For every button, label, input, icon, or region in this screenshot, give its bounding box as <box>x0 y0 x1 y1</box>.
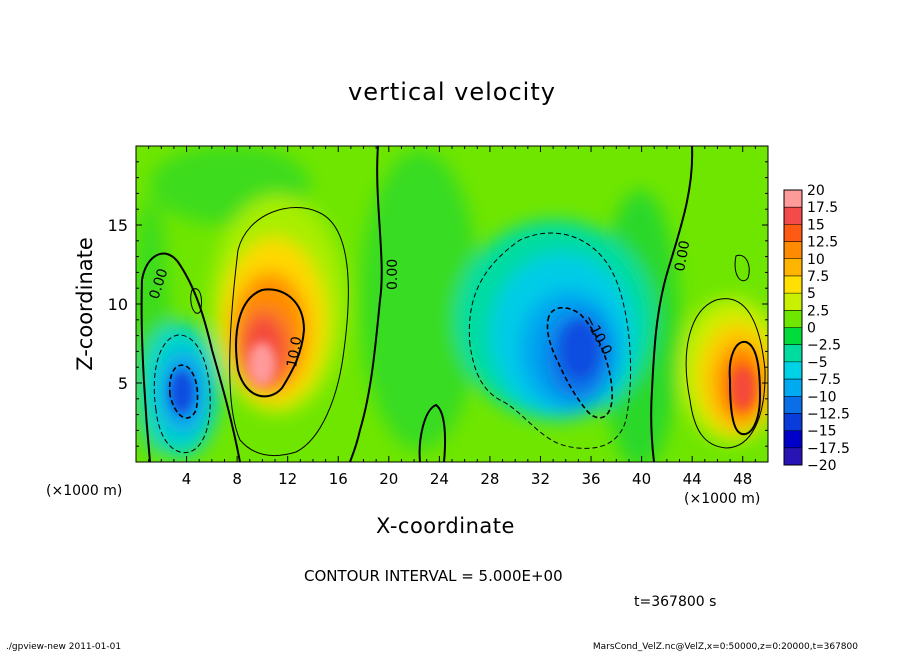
colorbar-label: 20 <box>807 183 825 199</box>
colorbar-swatch <box>784 413 802 432</box>
colorbar-swatch <box>784 258 802 277</box>
contour-10-right-updraft <box>728 340 762 436</box>
contour-label-ten-left: 10.0 <box>284 335 305 368</box>
colorbar-swatch <box>784 344 802 363</box>
x-tick-label: 32 <box>531 470 550 488</box>
contour-neg10-center <box>546 307 613 419</box>
y-tick-label: 5 <box>118 374 128 393</box>
chart-title: vertical velocity <box>348 78 556 106</box>
zero-contour-right <box>650 146 694 462</box>
colorbar-swatch <box>784 396 802 414</box>
y-axis-ticks: 5 10 15 <box>108 161 768 447</box>
colorbar-label: −17.5 <box>807 441 850 457</box>
contour-10-left-updraft <box>235 288 306 398</box>
colorbar-swatch <box>784 241 802 260</box>
colorbar-label: 2.5 <box>807 303 829 319</box>
x-tick-label: 8 <box>232 470 242 488</box>
colorbar-swatch <box>784 224 802 243</box>
contour-neg5-center <box>468 232 632 449</box>
colorbar-label: 15 <box>807 217 825 233</box>
colorbar-label: −2.5 <box>807 338 841 354</box>
colorbar-swatch <box>784 310 802 328</box>
zero-contour-left <box>140 252 241 462</box>
colorbar-swatch <box>784 379 802 397</box>
x-tick-label: 36 <box>581 470 600 488</box>
contour-neg5-left <box>153 334 211 454</box>
colorbar-label: 12.5 <box>807 235 838 251</box>
x-tick-label: 24 <box>430 470 449 488</box>
time-label: t=367800 s <box>634 594 717 610</box>
colorbar-label: −7.5 <box>807 372 841 388</box>
colorbar-label: −12.5 <box>807 406 850 422</box>
colorbar-swatch <box>784 361 802 380</box>
contour-5-right-updraft <box>685 298 766 449</box>
x-unit-left: (×1000 m) <box>46 483 123 499</box>
y-tick-label: 15 <box>108 216 128 235</box>
contour-label-zero-right: 0.00 <box>672 239 693 272</box>
x-unit-right: (×1000 m) <box>684 491 761 507</box>
colorbar-label: −20 <box>807 458 837 474</box>
colorbar-label: −15 <box>807 424 837 440</box>
x-tick-label: 48 <box>733 470 752 488</box>
y-tick-label: 10 <box>108 295 128 314</box>
contour-interval: CONTOUR INTERVAL = 5.000E+00 <box>304 567 563 585</box>
x-tick-label: 16 <box>329 470 348 488</box>
colorbar-label: 10 <box>807 252 825 268</box>
x-axis-title: X-coordinate <box>376 514 515 538</box>
colorbar-swatch <box>784 430 802 449</box>
colorbar-swatch <box>784 275 802 294</box>
contour-neg10-left <box>168 364 199 419</box>
colorbar-label: −10 <box>807 389 837 405</box>
colorbar-label: 7.5 <box>807 269 829 285</box>
heatmap-field <box>136 146 768 462</box>
colorbar-swatch <box>784 190 802 208</box>
colorbar-label: 0 <box>807 321 816 337</box>
footer-left: ./gpview-new 2011-01-01 <box>6 642 122 652</box>
x-tick-label: 28 <box>480 470 499 488</box>
zero-contour-small <box>418 403 446 462</box>
x-tick-label: 20 <box>379 470 398 488</box>
x-tick-label: 4 <box>182 470 192 488</box>
colorbar-swatch <box>784 293 802 311</box>
colorbar-swatch <box>784 207 802 225</box>
contour-small-left <box>190 288 203 314</box>
contour-small-right <box>734 254 750 282</box>
zero-contour-center <box>349 146 383 462</box>
x-axis-ticks: 4 8 12 16 20 24 28 32 36 40 44 48 <box>148 146 756 488</box>
colorbar-label: 17.5 <box>807 200 838 216</box>
x-tick-label: 40 <box>632 470 651 488</box>
x-tick-label: 12 <box>278 470 297 488</box>
x-tick-label: 44 <box>683 470 702 488</box>
contour-label-zero-center: 0.00 <box>385 259 401 290</box>
colorbar-swatch <box>784 447 802 466</box>
colorbar-swatch <box>784 327 802 346</box>
colorbar-label: 5 <box>807 286 816 302</box>
colorbar-label: −5 <box>807 355 828 371</box>
y-axis-title: Z-coordinate <box>73 237 97 371</box>
contour-5-left-updraft <box>229 207 349 457</box>
footer-right: MarsCond_VelZ.nc@VelZ,x=0:50000,z=0:2000… <box>592 642 858 652</box>
